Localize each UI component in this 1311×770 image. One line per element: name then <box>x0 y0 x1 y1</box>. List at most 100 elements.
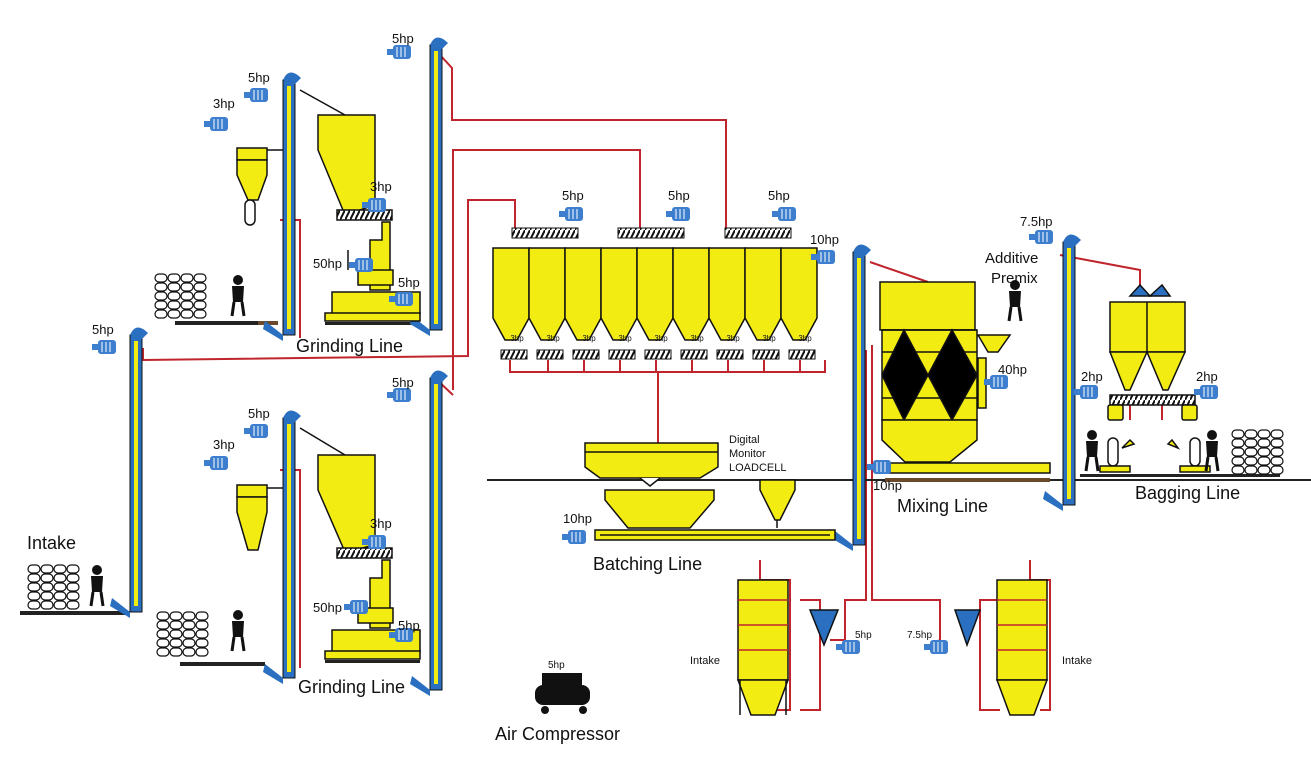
elevator-grind-top-b <box>410 37 448 336</box>
motor-gt-cyclone-fan: 3hp <box>204 96 235 131</box>
bin-feeder-power-label: 3hp <box>654 334 668 343</box>
motor-power-label: 50hp <box>313 600 342 615</box>
bin-feeder-power-label: 3hp <box>798 334 812 343</box>
motor-mixer-elevator: 10hp <box>810 232 839 264</box>
motor-mixer-conveyor: 10hp <box>867 460 902 493</box>
motor-gb-elevator-a: 5hp <box>244 406 270 438</box>
motor-power-label: 2hp <box>1196 369 1218 384</box>
motor-icon <box>1194 385 1218 399</box>
bin-feeder-power-label: 3hp <box>546 334 560 343</box>
bin-conveyor-1 <box>511 227 579 239</box>
motor-power-label: 5hp <box>855 630 872 641</box>
elevator-grind-bottom-a <box>263 410 301 684</box>
motor-icon <box>344 600 368 614</box>
worker-intake <box>89 565 105 607</box>
bin-top-conveyors <box>511 227 792 239</box>
motor-icon <box>204 456 228 470</box>
grinding-line-top <box>236 89 421 322</box>
motor-bin-conv-2: 5hp <box>666 188 690 221</box>
premix-label: Premix <box>991 270 1038 287</box>
grinding-line-top-label: Grinding Line <box>296 336 403 356</box>
motor-bin-conv-1: 5hp <box>559 188 584 221</box>
loadcell-line1: Digital <box>729 434 760 446</box>
section-labels: Intake Grinding Line Grinding Line Batch… <box>27 250 1240 744</box>
bin-feeder-power-label: 3hp <box>582 334 596 343</box>
motor-bagging-right: 2hp <box>1194 369 1218 399</box>
motor-mixer: 40hp <box>984 362 1027 389</box>
motor-power-label: 7.5hp <box>907 630 932 641</box>
motor-batching-screw: 10hp <box>562 511 592 544</box>
motor-gb-feeder: 3hp <box>362 516 392 549</box>
elevator-intake <box>110 327 148 618</box>
motor-power-label: 5hp <box>668 188 690 203</box>
motor-power-label: 2hp <box>1081 369 1103 384</box>
bin-9 <box>780 247 818 360</box>
motor-power-label: 10hp <box>873 478 902 493</box>
air-compressor-label: Air Compressor <box>495 724 620 744</box>
worker-bagging-right <box>1204 430 1220 472</box>
motor-gt-mill: 50hp <box>313 256 373 272</box>
intake-silos <box>736 579 1049 716</box>
motor-gt-elevator-b: 5hp <box>387 31 414 59</box>
batching-bins <box>492 247 818 360</box>
grinding-line-bottom-label: Grinding Line <box>298 677 405 697</box>
elevator-grind-bottom-b <box>410 370 448 696</box>
motor-gt-elevator-a: 5hp <box>244 70 270 102</box>
batching-line <box>584 442 836 541</box>
elevator-mixing <box>833 244 871 551</box>
motor-icon <box>811 250 835 264</box>
motor-icon <box>984 375 1008 389</box>
intake-silo-left-label: Intake <box>690 655 720 667</box>
motor-power-label: 3hp <box>213 437 235 452</box>
motor-power-label: 5hp <box>392 375 414 390</box>
motor-power-label: 5hp <box>398 618 420 633</box>
motor-icon <box>362 198 386 212</box>
motor-bin-conv-3: 5hp <box>768 188 796 221</box>
workers <box>89 275 1220 652</box>
motor-power-label: 7.5hp <box>1020 214 1053 229</box>
motor-icon <box>349 258 373 272</box>
motor-icon <box>559 207 583 221</box>
worker-bagging-left <box>1084 430 1100 472</box>
floor-lines <box>20 321 1311 666</box>
motor-gb-mill: 50hp <box>313 600 368 615</box>
motor-power-label: 40hp <box>998 362 1027 377</box>
motor-power-label: 5hp <box>248 406 270 421</box>
sack-stack-grind-top <box>154 273 207 319</box>
motor-icon <box>1029 230 1053 244</box>
motor-power-label: 5hp <box>248 70 270 85</box>
grinding-line-bottom <box>236 427 421 660</box>
motor-icon <box>387 45 411 59</box>
motor-gb-cyclone-fan: 3hp <box>204 437 235 470</box>
motor-power-label: 10hp <box>563 511 592 526</box>
motor-silo-fan-left: 5hp <box>836 630 872 654</box>
motor-icon <box>1074 385 1098 399</box>
intake-label: Intake <box>27 533 76 553</box>
bin-feeder-power-label: 3hp <box>510 334 524 343</box>
sack-stack-bagging <box>1231 429 1284 475</box>
motor-icon <box>772 207 796 221</box>
bin-feeder-power-label: 3hp <box>618 334 632 343</box>
additive-label: Additive <box>985 250 1038 267</box>
motor-bagging-elevator: 7.5hp <box>1020 214 1053 244</box>
bin-feeder-power-label: 3hp <box>762 334 776 343</box>
motor-power-label: 5hp <box>392 31 414 46</box>
motor-icon <box>92 340 116 354</box>
bin-conveyor-3 <box>724 227 792 239</box>
motor-power-label: 5hp <box>398 275 420 290</box>
worker-grind-top <box>230 275 246 317</box>
motor-icon <box>836 640 860 654</box>
bin-feeder-power-label: 3hp <box>726 334 740 343</box>
motor-bagging-left: 2hp <box>1074 369 1103 399</box>
motor-power-label: 3hp <box>370 179 392 194</box>
motor-power-label: 3hp <box>370 516 392 531</box>
motor-power-label: 10hp <box>810 232 839 247</box>
bin-conveyor-2 <box>617 227 685 239</box>
loadcell-line3: LOADCELL <box>729 462 786 474</box>
motor-icon <box>387 388 411 402</box>
bin-1 <box>492 247 530 360</box>
bucket-elevators <box>110 37 1081 696</box>
motor-icon <box>244 88 268 102</box>
motor-silo-fan-right: 7.5hp <box>907 630 948 654</box>
